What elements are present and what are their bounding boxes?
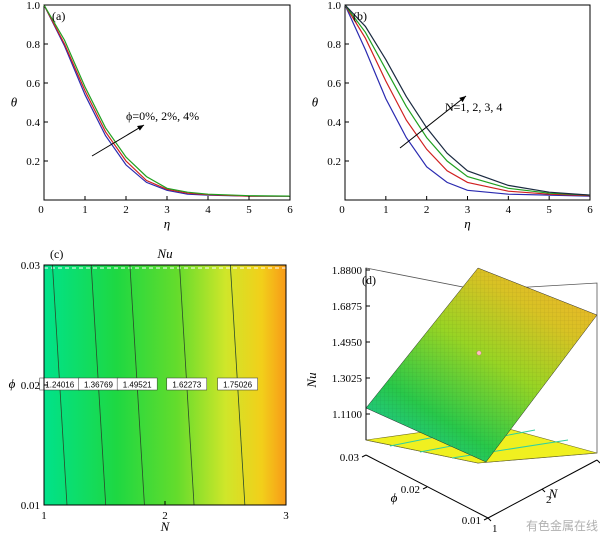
panel-label-c: (c) xyxy=(50,247,63,261)
heatmap-contour-label-box xyxy=(166,377,208,391)
heatmap-x-tick-label: 3 xyxy=(283,510,289,522)
phi-axis-line xyxy=(365,454,489,519)
panel-b-y-axis-label: θ xyxy=(312,95,319,110)
heatmap-y-axis-label: ϕ xyxy=(9,376,16,391)
panel-b-annotation: N=1, 2, 3, 4 xyxy=(445,100,502,114)
surface-phi-tick xyxy=(483,517,489,521)
surface-phi-tick-label: 0.02 xyxy=(401,484,420,496)
panel-b-line-chart: 1 2 3 4 5 6 0 0.2 0.4 0.6 0.8 1.0 η θ (b) N=1, 2, 3, 4 xyxy=(312,0,593,231)
panel-b-trend-arrow-head xyxy=(459,96,466,103)
panel-d-surface: 1.1100 1.3025 1.4950 1.6875 1.8800 0.01 0.02 0.… xyxy=(304,265,600,535)
surface-n-axis-label: N xyxy=(548,486,559,501)
panel-a-x-tick-label: 1 xyxy=(82,204,88,216)
heatmap-contour-label-box xyxy=(116,377,158,391)
panel-a-panel-label: (a) xyxy=(52,9,65,23)
panel-a-x-tick-label: 3 xyxy=(164,204,170,216)
panel-b-x-tick-label-origin: 0 xyxy=(339,204,345,216)
surface-n-tick xyxy=(487,517,492,522)
panel-a-trend-arrow xyxy=(91,124,145,157)
heatmap-y-tick-label: 0.01 xyxy=(21,500,40,512)
panel-a-y-axis-label: θ xyxy=(11,95,18,110)
heatmap-x-tick-label: 2 xyxy=(162,510,168,522)
panel-a-x-tick-label: 4 xyxy=(205,204,211,216)
panel-b-y-tick-label: 0.4 xyxy=(327,117,341,129)
heatmap-contour-label: 1.62273 xyxy=(172,381,201,390)
heatmap-x-tick-label: 1 xyxy=(41,510,47,522)
panel-a-annotation: ϕ=0%, 2%, 4% xyxy=(126,109,199,123)
heatmap-contour-label: 1.49521 xyxy=(123,381,152,390)
panel-a-x-tick-label: 6 xyxy=(287,204,293,216)
panel-a-x-tick-label-origin: 0 xyxy=(38,204,44,216)
panel-a-plot-frame xyxy=(43,4,291,201)
panel-b-y-tick-label: 1.0 xyxy=(327,0,341,12)
surface-n-tick-label: 2 xyxy=(546,494,552,506)
heatmap-x-axis-label: N xyxy=(160,519,171,534)
surface-z-tick-label: 1.1100 xyxy=(332,409,362,421)
panel-a-y-tick-label: 0.4 xyxy=(26,117,40,129)
surface-n-tick-label: 1 xyxy=(492,523,498,535)
panel-a-y-tick-label: 0.8 xyxy=(26,39,40,51)
surface-phi-tick-label: 0.01 xyxy=(462,515,481,527)
panel-b-x-axis-label: η xyxy=(464,216,470,231)
panel-b-x-tick-label: 5 xyxy=(546,204,552,216)
panel-a-y-tick-label: 0.6 xyxy=(26,78,40,90)
panel-a-series-3-line xyxy=(43,4,291,197)
surface-phi-axis-label: ϕ xyxy=(391,490,398,505)
panel-a-x-tick-label: 5 xyxy=(246,204,252,216)
panel-label-d: (d) xyxy=(362,273,376,287)
panel-a-x-axis-label: η xyxy=(164,216,170,231)
surface-phi-tick-label: 0.03 xyxy=(340,452,360,464)
panel-b-y-tick-label: 0.2 xyxy=(327,156,341,168)
surface-z-tick-label: 1.6875 xyxy=(332,301,363,313)
heatmap-contour-label: 1.36769 xyxy=(84,381,113,390)
heatmap-contour-label: 1.75026 xyxy=(223,381,252,390)
panel-b-x-tick-label: 6 xyxy=(587,204,593,216)
panel-b-series-4-line xyxy=(344,4,591,196)
panel-b-y-tick-label: 0.8 xyxy=(327,39,341,51)
panel-b-x-tick-label: 2 xyxy=(424,204,430,216)
heatmap-y-tick-label: 0.02 xyxy=(21,380,40,392)
panel-b-trend-arrow xyxy=(399,95,467,149)
heatmap-y-tick-label: 0.03 xyxy=(21,260,41,272)
surface-n-tick xyxy=(541,488,546,493)
watermark: 有色金属在线 xyxy=(526,518,598,533)
surface-z-tick-label: 1.8800 xyxy=(332,265,363,277)
panel-a-line-chart: 1 2 3 4 5 6 0 0.2 0.4 0.6 0.8 1.0 η θ (a) ϕ=0%, 2%, 4% xyxy=(11,0,293,231)
panel-b-x-tick-label: 4 xyxy=(506,204,512,216)
surface-z-axis-label: Nu xyxy=(304,372,319,389)
panel-c-heatmap: 1.24016 1.36769 1.49521 1.62273 1.75026 1 2 3 0… xyxy=(9,246,290,534)
panel-b-x-tick-label: 3 xyxy=(465,204,471,216)
panel-b-panel-label: (b) xyxy=(353,9,367,23)
panel-a-series-1-line xyxy=(43,4,290,197)
nu-surface-mesh xyxy=(366,268,597,462)
panel-b-series-1-line xyxy=(344,4,591,197)
panel-a-trend-arrow-head xyxy=(137,125,144,131)
heatmap-title: Nu xyxy=(156,246,173,261)
panel-b-y-tick-label: 0.6 xyxy=(327,78,341,90)
surface-phi-tick xyxy=(422,486,428,490)
surface-phi-tick xyxy=(361,454,367,458)
panel-a-x-tick-label: 2 xyxy=(123,204,129,216)
panel-b-series-3-line xyxy=(344,4,591,196)
surface-z-tick-label: 1.3025 xyxy=(332,373,363,385)
panel-b-x-tick-label: 1 xyxy=(383,204,389,216)
heatmap-contour-label: 1.24016 xyxy=(45,381,74,390)
panel-a-y-tick-label: 0.2 xyxy=(26,156,40,168)
heatmap-contour-label-box xyxy=(217,377,258,391)
surface-z-tick-label: 1.4950 xyxy=(332,337,363,349)
surface-marker-point xyxy=(476,350,482,356)
panel-a-series-2-line xyxy=(43,4,290,197)
panel-a-y-tick-label: 1.0 xyxy=(26,0,40,12)
panel-b-series-2-line xyxy=(344,4,591,197)
